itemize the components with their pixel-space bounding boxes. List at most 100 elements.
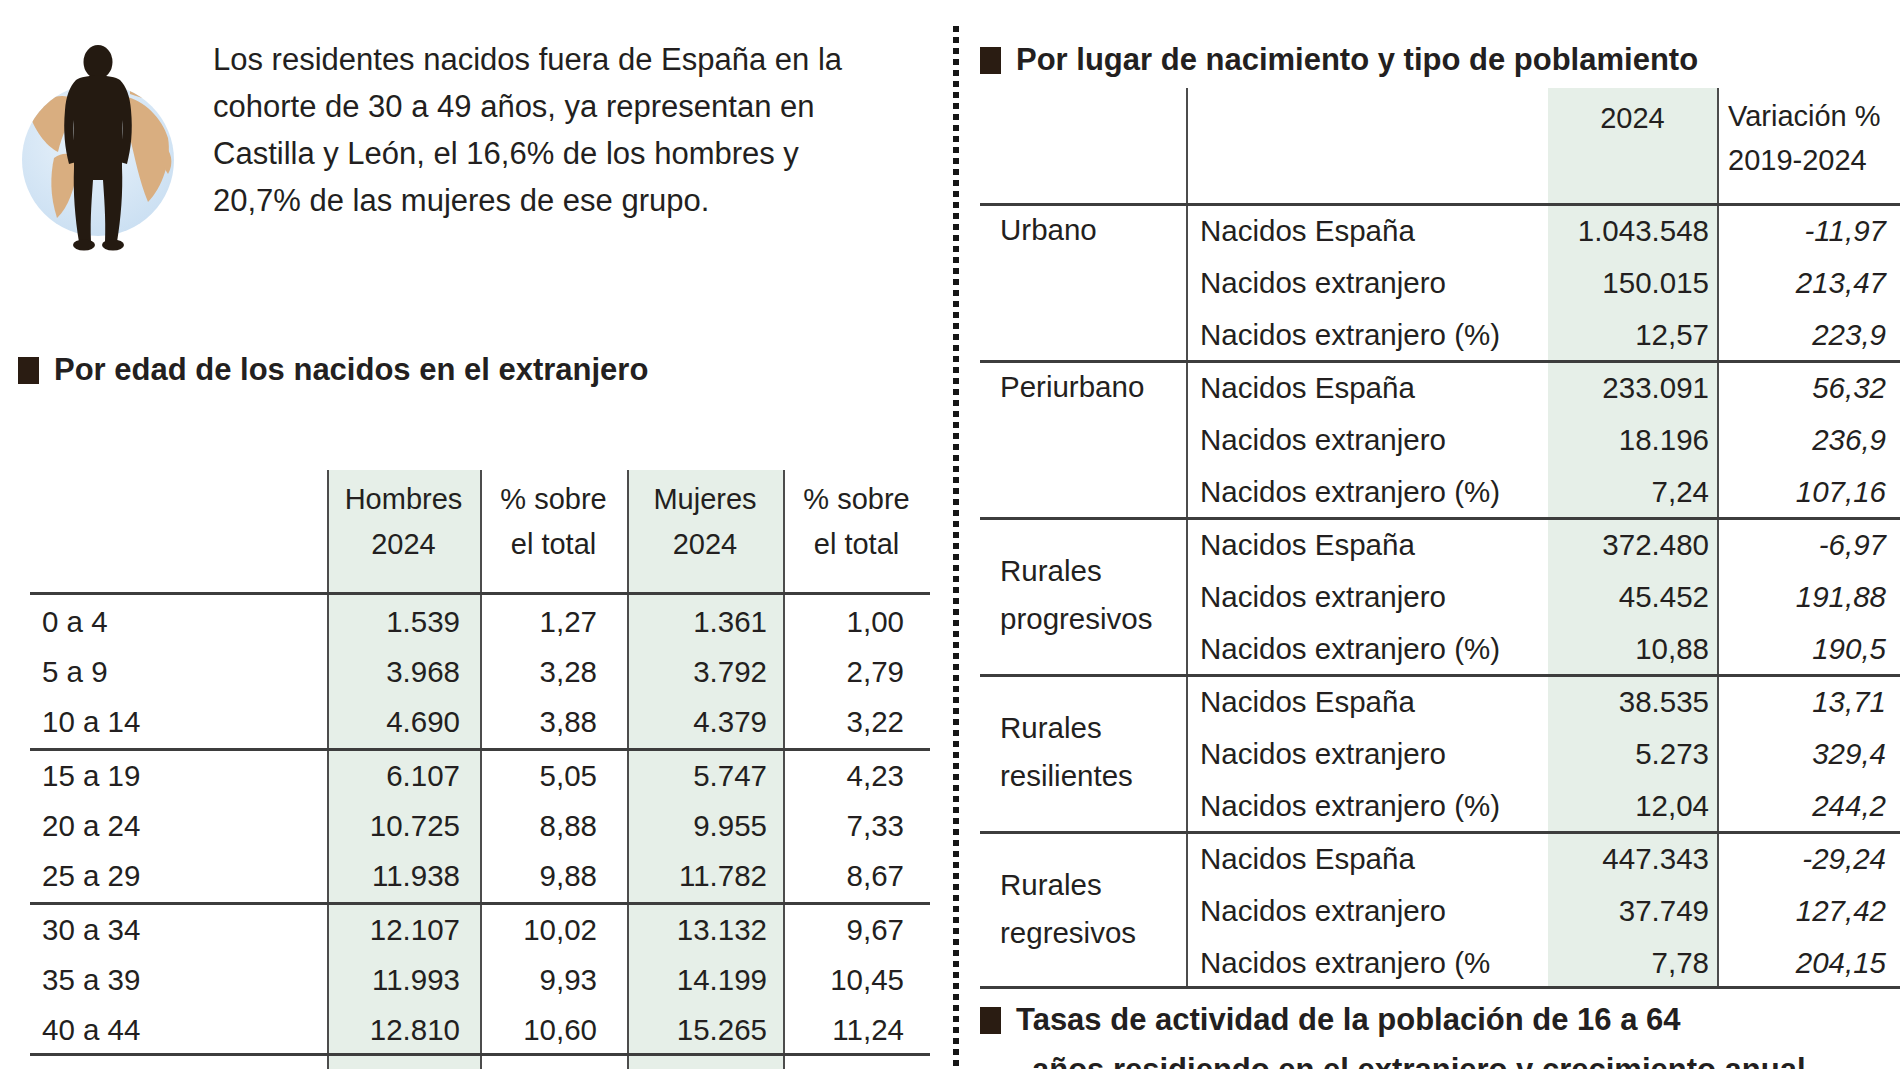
- age-section-title: Por edad de los nacidos en el extranjero: [18, 352, 648, 388]
- mujeres-value: 9.955: [627, 809, 783, 843]
- table-row: Nacidos extranjero 45.452 191,88: [1186, 572, 1898, 622]
- variation-value: 190,5: [1717, 632, 1898, 666]
- pct-hombres-value: 9,88: [480, 859, 627, 893]
- tasas-section-title: Tasas de actividad de la población de 16…: [980, 1002, 1680, 1038]
- column-header-hombres: Hombres 2024: [327, 477, 480, 567]
- column-header-pct-hombres: % sobre el total: [480, 477, 627, 567]
- hombres-value: 1.539: [327, 605, 480, 639]
- age-range: 30 a 34: [30, 913, 327, 947]
- pct-mujeres-value: 3,22: [783, 705, 930, 739]
- poblamiento-section-title: Por lugar de nacimiento y tipo de poblam…: [980, 42, 1698, 78]
- pct-hombres-value: 10,02: [480, 913, 627, 947]
- poblamiento-table: 2024 Variación % 2019-2024 Urbano Periur…: [980, 88, 1900, 993]
- age-range: 40 a 44: [30, 1013, 327, 1047]
- mujeres-value: 14.199: [627, 963, 783, 997]
- year-value: 5.273: [1548, 737, 1717, 771]
- age-range: 5 a 9: [30, 655, 327, 689]
- square-bullet-icon: [18, 357, 39, 384]
- table-row: 25 a 29 11.938 9,88 11.782 8,67: [30, 851, 930, 901]
- hombres-value: 3.968: [327, 655, 480, 689]
- infographic: Los residentes nacidos fuera de España e…: [0, 0, 1900, 1069]
- pct-mujeres-value: 2,79: [783, 655, 930, 689]
- intro-line: Los residentes nacidos fuera de España e…: [213, 36, 958, 83]
- hombres-value: 11.993: [327, 963, 480, 997]
- group-label-line: progresivos: [1000, 595, 1186, 643]
- birthplace-label: Nacidos extranjero (%): [1186, 475, 1548, 509]
- table-row: 5 a 9 3.968 3,28 3.792 2,79: [30, 647, 930, 697]
- mujeres-value: 11.782: [627, 859, 783, 893]
- table-row: Nacidos España 38.535 13,71: [1186, 677, 1898, 727]
- variation-value: -6,97: [1717, 528, 1898, 562]
- header-line: Mujeres: [627, 477, 783, 522]
- table-row: Nacidos extranjero 150.015 213,47: [1186, 258, 1898, 308]
- square-bullet-icon: [980, 1007, 1001, 1034]
- pct-mujeres-value: 8,67: [783, 859, 930, 893]
- table-row: 0 a 4 1.539 1,27 1.361 1,00: [30, 597, 930, 647]
- mujeres-value: 4.379: [627, 705, 783, 739]
- intro-line: cohorte de 30 a 49 años, ya representan …: [213, 83, 958, 130]
- birthplace-label: Nacidos España: [1186, 214, 1548, 248]
- pct-hombres-value: 3,28: [480, 655, 627, 689]
- mujeres-value: 5.747: [627, 759, 783, 793]
- year-value: 447.343: [1548, 842, 1717, 876]
- header-line: % sobre: [480, 477, 627, 522]
- hombres-value: 6.107: [327, 759, 480, 793]
- table-row: Nacidos España 1.043.548 -11,97: [1186, 206, 1898, 256]
- table-row: 30 a 34 12.107 10,02 13.132 9,67: [30, 905, 930, 955]
- birthplace-label: Nacidos España: [1186, 528, 1548, 562]
- pct-mujeres-value: 10,45: [783, 963, 930, 997]
- header-line: 2024: [627, 522, 783, 567]
- group-label-line: resilientes: [1000, 752, 1186, 800]
- variation-value: 329,4: [1717, 737, 1898, 771]
- table-row: Nacidos extranjero (%) 12,04 244,2: [1186, 781, 1898, 831]
- column-header-pct-mujeres: % sobre el total: [783, 477, 930, 567]
- pct-mujeres-value: 1,00: [783, 605, 930, 639]
- year-value: 18.196: [1548, 423, 1717, 457]
- birthplace-label: Nacidos España: [1186, 371, 1548, 405]
- birthplace-label: Nacidos España: [1186, 842, 1548, 876]
- hombres-value: 10.725: [327, 809, 480, 843]
- section-title-text: Por lugar de nacimiento y tipo de poblam…: [1016, 42, 1698, 78]
- hombres-value: 11.938: [327, 859, 480, 893]
- pct-mujeres-value: 9,67: [783, 913, 930, 947]
- pct-mujeres-value: 4,23: [783, 759, 930, 793]
- year-value: 150.015: [1548, 266, 1717, 300]
- table-row: Nacidos España 233.091 56,32: [1186, 363, 1898, 413]
- header-line: el total: [480, 522, 627, 567]
- age-range: 15 a 19: [30, 759, 327, 793]
- age-table: Hombres 2024 % sobre el total Mujeres 20…: [30, 455, 930, 1069]
- column-header-variation: Variación % 2019-2024: [1728, 94, 1881, 182]
- table-row: Nacidos extranjero 18.196 236,9: [1186, 415, 1898, 465]
- variation-value: 213,47: [1717, 266, 1898, 300]
- hombres-value: 12.107: [327, 913, 480, 947]
- variation-value: 204,15: [1717, 946, 1898, 980]
- variation-value: 13,71: [1717, 685, 1898, 719]
- header-rule: [30, 592, 930, 595]
- header-line: Variación %: [1728, 94, 1881, 138]
- header-line: 2019-2024: [1728, 138, 1881, 182]
- year-value: 10,88: [1548, 632, 1717, 666]
- birthplace-label: Nacidos extranjero (%): [1186, 632, 1548, 666]
- birthplace-label: Nacidos extranjero: [1186, 894, 1548, 928]
- group-label-periurbano: Periurbano: [990, 363, 1186, 411]
- pct-hombres-value: 9,93: [480, 963, 627, 997]
- birthplace-label: Nacidos extranjero: [1186, 266, 1548, 300]
- group-label-line: regresivos: [1000, 909, 1186, 957]
- section-title-text: Por edad de los nacidos en el extranjero: [54, 352, 648, 388]
- age-range: 25 a 29: [30, 859, 327, 893]
- table-row: Nacidos extranjero (%) 7,24 107,16: [1186, 467, 1898, 517]
- hombres-value: 12.810: [327, 1013, 480, 1047]
- column-header-year: 2024: [1548, 96, 1717, 140]
- year-value: 12,57: [1548, 318, 1717, 352]
- group-label-line: Rurales: [1000, 861, 1186, 909]
- table-row: 15 a 19 6.107 5,05 5.747 4,23: [30, 751, 930, 801]
- variation-value: 56,32: [1717, 371, 1898, 405]
- table-row: Nacidos extranjero 5.273 329,4: [1186, 729, 1898, 779]
- variation-value: 223,9: [1717, 318, 1898, 352]
- year-value: 12,04: [1548, 789, 1717, 823]
- section-title-text: Tasas de actividad de la población de 16…: [1016, 1002, 1680, 1038]
- birthplace-label: Nacidos España: [1186, 685, 1548, 719]
- year-value: 45.452: [1548, 580, 1717, 614]
- square-bullet-icon: [980, 47, 1001, 74]
- age-range: 20 a 24: [30, 809, 327, 843]
